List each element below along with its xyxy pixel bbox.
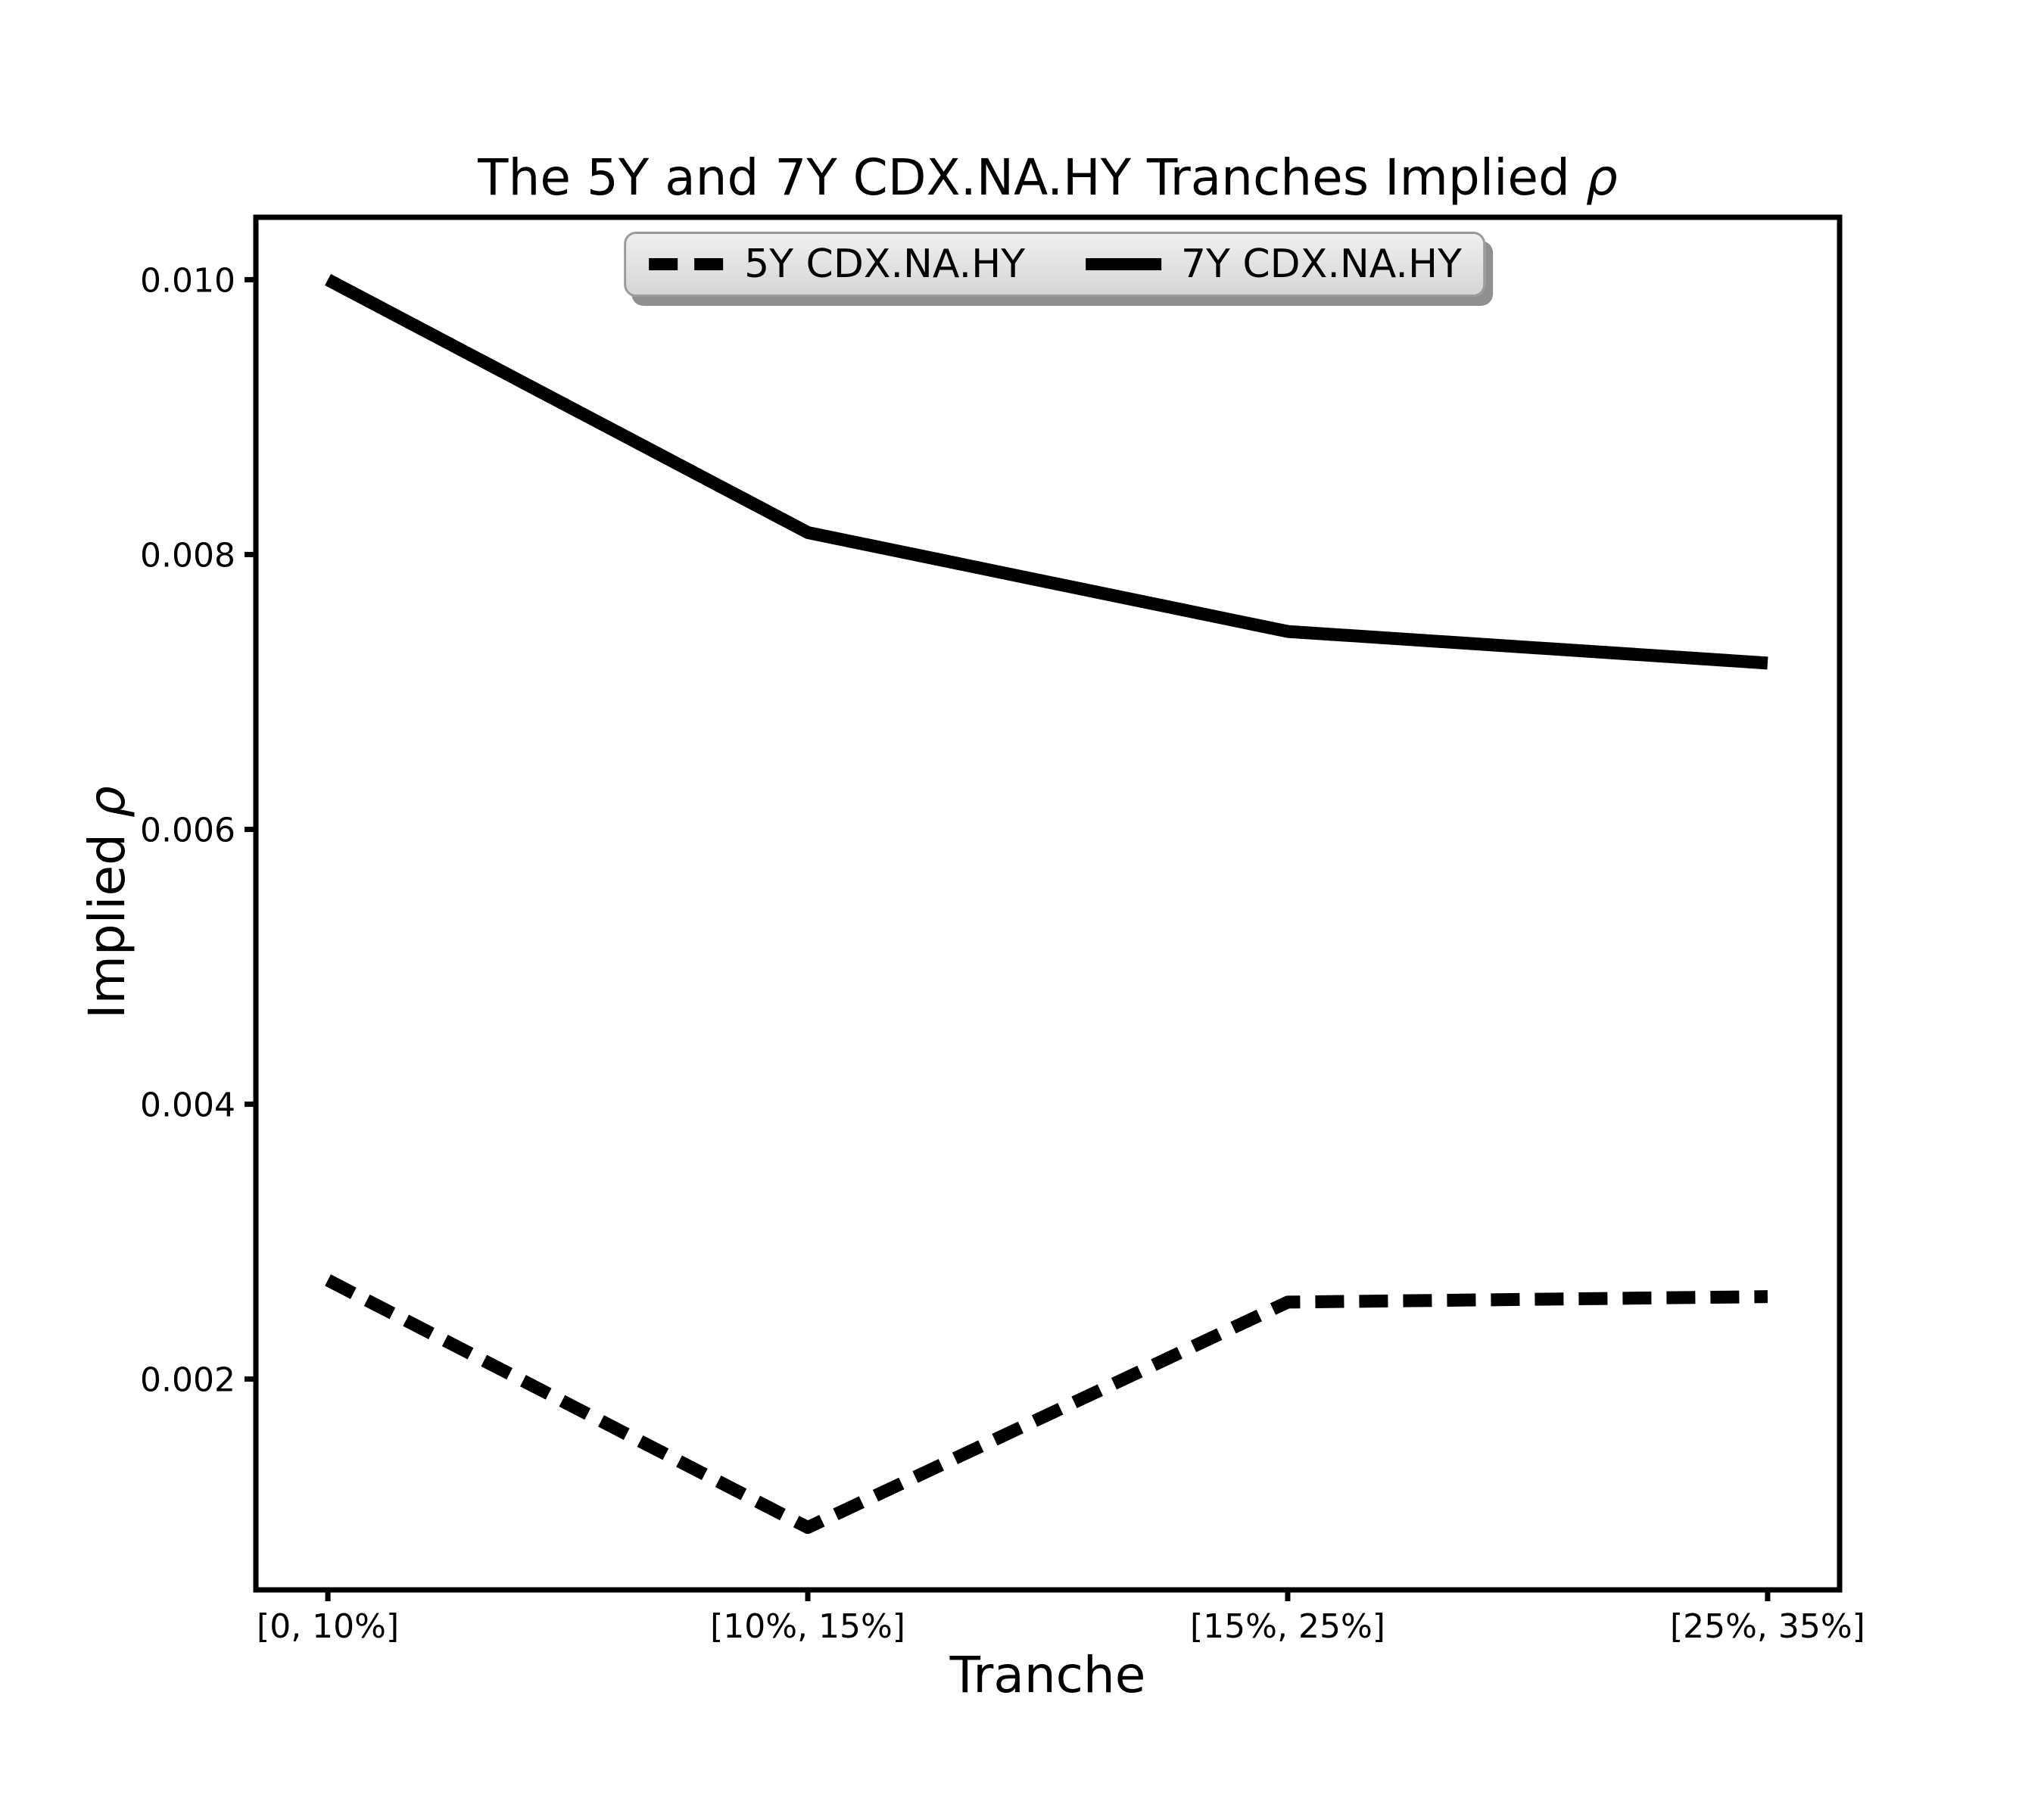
y-tick-label: 0.010: [140, 261, 235, 300]
x-tick-label: [15%, 25%]: [1190, 1607, 1385, 1646]
x-tick-label: [25%, 35%]: [1670, 1607, 1865, 1646]
y-tick-label: 0.002: [140, 1361, 235, 1400]
series-5y-cdx-na-hy-line: [325, 1274, 1768, 1535]
legend-label-7y: 7Y CDX.NA.HY: [1181, 242, 1462, 287]
y-tick-label: 0.008: [140, 536, 235, 575]
y-tick-label: 0.006: [140, 811, 235, 849]
solid-line-sample-icon: [1086, 258, 1161, 271]
x-tick-label: [0, 10%]: [257, 1607, 399, 1646]
legend-label-5y: 5Y CDX.NA.HY: [744, 242, 1025, 287]
x-axis-label: Tranche: [949, 1646, 1146, 1704]
chart-title: The 5Y and 7Y CDX.NA.HY Tranches Implied…: [478, 148, 1618, 207]
legend: 5Y CDX.NA.HY 7Y CDX.NA.HY: [624, 232, 1485, 298]
series-7y-cdx-na-hy-line: [325, 273, 1768, 670]
y-tick-label: 0.004: [140, 1086, 235, 1125]
legend-item-7y: 7Y CDX.NA.HY: [1084, 241, 1462, 288]
dashed-line-sample-icon: [649, 258, 725, 271]
axes-border: [253, 214, 1843, 1593]
x-tick-label: [10%, 15%]: [710, 1607, 905, 1646]
legend-item-5y: 5Y CDX.NA.HY: [647, 241, 1025, 288]
rho-symbol: ρ: [1585, 148, 1618, 207]
